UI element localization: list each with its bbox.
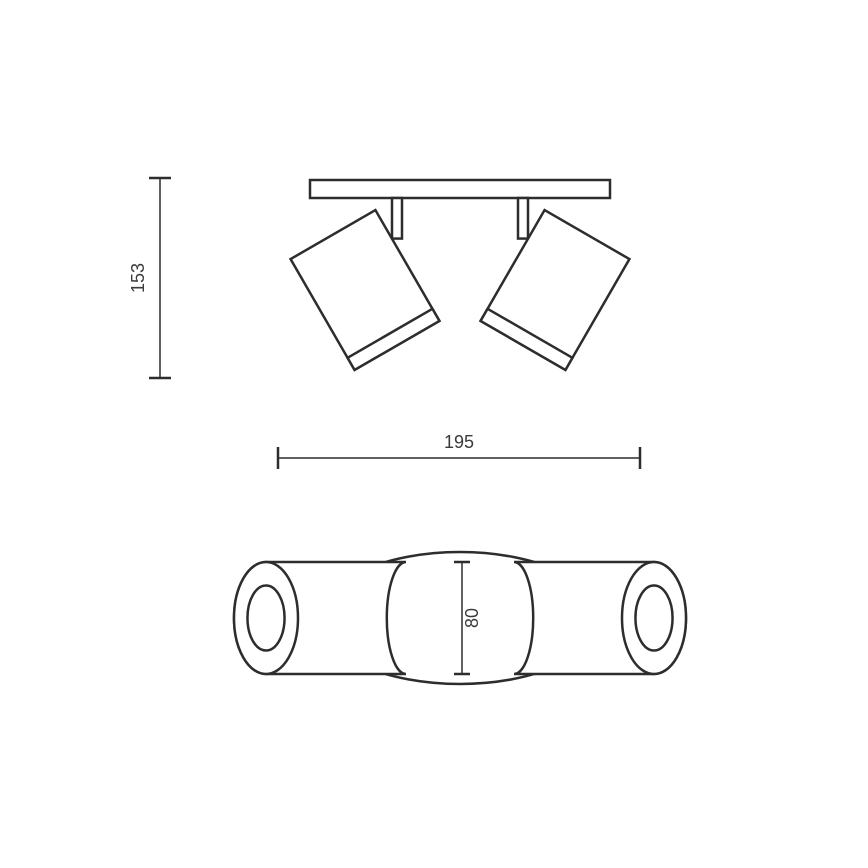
stem-right (518, 198, 528, 239)
top-cylinder-right-aperture (635, 586, 672, 651)
spotlight-right (481, 210, 630, 370)
top-cylinder-left (234, 562, 406, 674)
technical-diagram: 153 195 80 (0, 0, 868, 868)
dim-depth-label: 80 (462, 608, 482, 628)
base-plate (310, 180, 610, 198)
top-cylinder-right (514, 562, 686, 674)
stem-left (392, 198, 402, 239)
spotlight-left (291, 210, 440, 370)
spotlight-left-body (291, 210, 440, 370)
dim-height-label: 153 (128, 263, 148, 293)
spotlight-right-body (481, 210, 630, 370)
top-cylinder-left-aperture (247, 586, 284, 651)
dim-width-label: 195 (444, 432, 474, 452)
